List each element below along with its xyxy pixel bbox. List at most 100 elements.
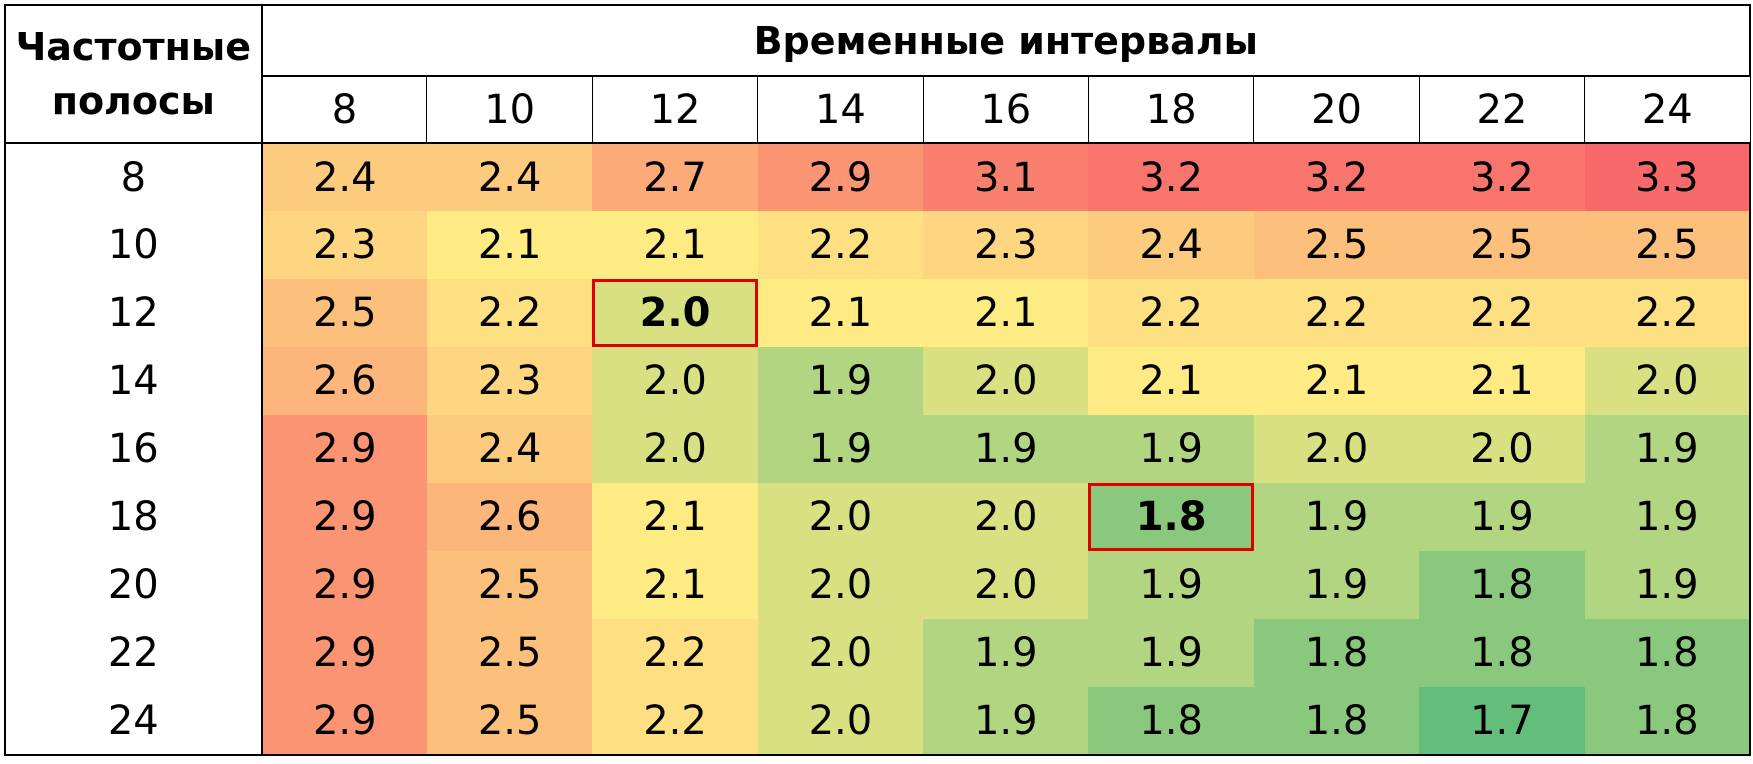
heatmap-cell: 2.2 [1419,279,1585,347]
heatmap-cell: 2.6 [426,483,593,551]
heatmap-cell: 1.9 [1584,551,1752,619]
row-tick-label: 22 [4,619,263,687]
heatmap-cell: 2.6 [261,347,427,415]
heatmap-cell: 2.2 [1088,279,1254,347]
heatmap-cell: 2.1 [1253,347,1420,415]
column-axis-title: Временные интервалы [260,4,1752,77]
heatmap-cell: 2.9 [757,143,924,211]
heatmap-cell: 2.0 [923,347,1089,415]
heatmap-cell: 1.8 [1584,619,1752,687]
heatmap-row: 22 2.9 2.5 2.2 2.0 1.9 1.9 1.8 1.8 1.8 [4,619,1752,687]
heatmap-cell: 1.9 [1088,415,1254,483]
heatmap-cell: 1.9 [1088,551,1254,619]
heatmap-cell: 2.9 [261,483,427,551]
heatmap-cell: 2.5 [426,619,593,687]
heatmap-cell: 1.8 [1253,619,1420,687]
heatmap-cell: 3.3 [1584,143,1752,211]
column-tick-label: 12 [591,75,759,144]
heatmap-cell: 2.0 [757,551,924,619]
heatmap-cell: 2.1 [592,483,758,551]
row-axis-title: Частотные полосы [4,4,263,144]
heatmap-cell: 1.8 [1253,687,1420,756]
heatmap-cell: 1.8 [1088,687,1254,756]
heatmap-cell: 1.9 [1584,415,1752,483]
heatmap-cell: 2.5 [1253,211,1420,279]
heatmap-cell: 2.4 [426,415,593,483]
heatmap-cell: 2.2 [426,279,593,347]
heatmap-row: 16 2.9 2.4 2.0 1.9 1.9 1.9 2.0 2.0 1.9 [4,415,1752,483]
heatmap-cell: 2.0 [592,415,758,483]
heatmap-cell: 2.0 [1253,415,1420,483]
column-tick-label: 20 [1253,75,1420,144]
heatmap-cell: 1.9 [1088,619,1254,687]
heatmap-cell: 2.5 [1419,211,1585,279]
heatmap-cell: 1.9 [923,415,1089,483]
heatmap-cell-highlighted: 1.8 [1088,483,1254,551]
heatmap-cell: 2.2 [592,687,758,756]
heatmap-row: 18 2.9 2.6 2.1 2.0 2.0 1.8 1.9 1.9 1.9 [4,483,1752,551]
heatmap-table: Частотные полосы Временные интервалы 8 10… [4,4,1752,756]
heatmap-cell: 2.2 [1253,279,1420,347]
column-tick-label: 16 [922,75,1089,144]
heatmap-row: 24 2.9 2.5 2.2 2.0 1.9 1.8 1.8 1.7 1.8 [4,687,1752,756]
heatmap-cell: 1.9 [1419,483,1585,551]
heatmap-cell: 2.0 [757,483,924,551]
row-tick-label: 10 [4,211,263,279]
heatmap-cell: 2.1 [592,211,758,279]
heatmap-cell: 2.5 [426,687,593,756]
heatmap-cell: 2.4 [1088,211,1254,279]
heatmap-cell: 2.0 [757,619,924,687]
heatmap-cell: 1.8 [1419,619,1585,687]
row-tick-label: 14 [4,347,263,415]
column-tick-label: 14 [757,75,924,144]
column-tick-label: 18 [1087,75,1255,144]
column-header-row: 8 10 12 14 16 18 20 22 24 [5,75,1751,144]
heatmap-cell: 2.1 [592,551,758,619]
heatmap-cell: 2.3 [426,347,593,415]
row-tick-label: 16 [4,415,263,483]
heatmap-cell: 2.4 [426,143,593,211]
heatmap-cell-highlighted: 2.0 [592,279,758,347]
heatmap-cell: 1.8 [1584,687,1752,756]
heatmap-cell: 1.9 [757,347,924,415]
heatmap-cell: 2.9 [261,415,427,483]
heatmap-cell: 2.2 [757,211,924,279]
row-tick-label: 18 [4,483,263,551]
heatmap-cell: 2.9 [261,619,427,687]
heatmap-cell: 2.0 [923,551,1089,619]
row-tick-label: 12 [4,279,263,347]
heatmap-cell: 1.9 [923,619,1089,687]
heatmap-cell: 1.7 [1419,687,1585,756]
heatmap-cell: 2.1 [1419,347,1585,415]
heatmap-cell: 3.1 [923,143,1089,211]
heatmap-cell: 2.7 [592,143,758,211]
heatmap-cell: 2.2 [592,619,758,687]
heatmap-cell: 2.5 [426,551,593,619]
heatmap-cell: 1.9 [1253,551,1420,619]
heatmap-cell: 2.1 [1088,347,1254,415]
heatmap-cell: 2.2 [1584,279,1752,347]
heatmap-cell: 1.9 [1253,483,1420,551]
heatmap-cell: 1.9 [923,687,1089,756]
heatmap-cell: 1.9 [1584,483,1752,551]
heatmap-cell: 2.0 [592,347,758,415]
heatmap-row: 14 2.6 2.3 2.0 1.9 2.0 2.1 2.1 2.1 2.0 [4,347,1752,415]
heatmap-cell: 2.3 [923,211,1089,279]
heatmap-cell: 1.9 [757,415,924,483]
heatmap-cell: 2.9 [261,687,427,756]
column-tick-label: 22 [1418,75,1586,144]
heatmap-cell: 2.1 [757,279,924,347]
column-tick-label: 8 [261,75,428,144]
heatmap-row: 20 2.9 2.5 2.1 2.0 2.0 1.9 1.9 1.8 1.9 [4,551,1752,619]
heatmap-cell: 3.2 [1253,143,1420,211]
heatmap-row: 12 2.5 2.2 2.0 2.1 2.1 2.2 2.2 2.2 2.2 [4,279,1752,347]
column-tick-label: 24 [1584,75,1751,144]
row-tick-label: 20 [4,551,263,619]
row-tick-label: 8 [4,143,263,211]
heatmap-cell: 2.3 [261,211,427,279]
heatmap-body: 8 2.4 2.4 2.7 2.9 3.1 3.2 3.2 3.2 3.3 10 2.3 2.1 2.1 2… [4,143,1752,756]
heatmap-cell: 3.2 [1088,143,1254,211]
heatmap-row: 8 2.4 2.4 2.7 2.9 3.1 3.2 3.2 3.2 3.3 [4,143,1752,211]
heatmap-cell: 2.1 [923,279,1089,347]
heatmap-cell: 2.5 [1584,211,1752,279]
